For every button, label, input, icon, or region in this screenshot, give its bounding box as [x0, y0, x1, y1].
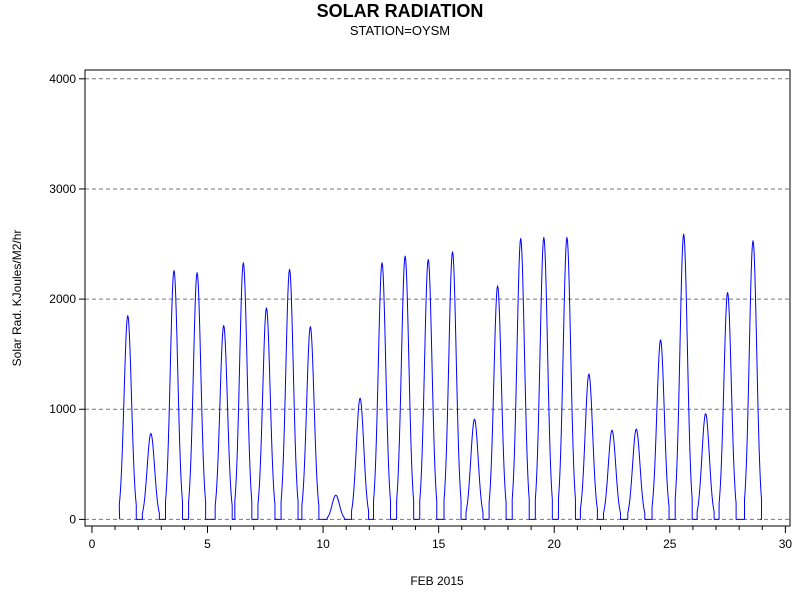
y-tick-label-3000: 3000 — [49, 182, 76, 196]
plot-frame — [84, 69, 791, 527]
y-tick-label-4000: 4000 — [49, 72, 76, 86]
chart-subtitle: STATION=OYSM — [350, 23, 450, 38]
x-tick-label-5: 5 — [204, 537, 211, 551]
y-axis-label: Solar Rad. KJoules/M2/hr — [10, 230, 24, 367]
x-tick-label-10: 10 — [316, 537, 330, 551]
x-tick-label-20: 20 — [548, 537, 562, 551]
series-line-solar-radiation — [118, 233, 763, 520]
x-tick-label-0: 0 — [89, 537, 96, 551]
y-tick-label-2000: 2000 — [49, 292, 76, 306]
x-axis: 0 5 10 15 20 25 30 — [89, 526, 793, 551]
x-axis-label: FEB 2015 — [410, 574, 464, 588]
x-tick-label-15: 15 — [432, 537, 446, 551]
chart-title: SOLAR RADIATION — [317, 1, 484, 21]
x-tick-label-30: 30 — [779, 537, 793, 551]
y-tick-label-1000: 1000 — [49, 402, 76, 416]
y-axis: 0 1000 2000 3000 4000 — [49, 72, 85, 526]
y-tick-label-0: 0 — [69, 512, 76, 526]
x-tick-label-25: 25 — [663, 537, 677, 551]
